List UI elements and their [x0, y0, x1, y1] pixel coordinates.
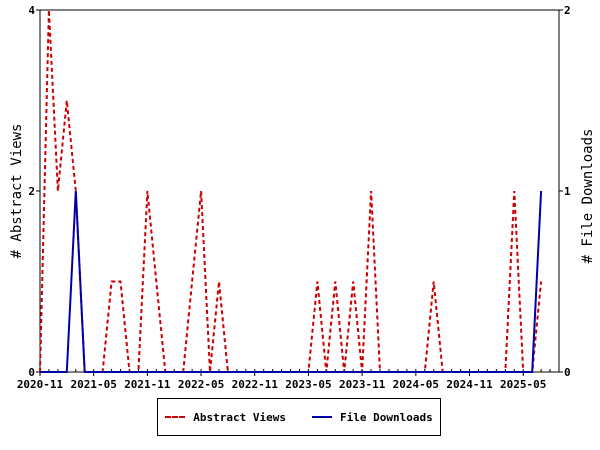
plot-area [39, 9, 560, 373]
series-line-file-downloads [40, 190, 543, 373]
x-tick-label: 2024-11 [446, 378, 493, 391]
right-axis-tick-label: 0 [564, 366, 571, 379]
legend-label-file-downloads: File Downloads [340, 410, 433, 424]
legend-label-abstract-views: Abstract Views [193, 410, 286, 424]
right-axis-tick-label: 1 [564, 185, 571, 198]
x-tick-label: 2025-05 [500, 378, 546, 391]
left-axis-tick-label: 4 [28, 4, 35, 17]
right-axis: 0 1 2 [559, 4, 571, 379]
legend: Abstract Views File Downloads [157, 398, 441, 436]
x-tick-label: 2020-11 [17, 378, 64, 391]
x-tick-label: 2023-05 [285, 378, 331, 391]
x-axis-tick-labels: 2020-11 2021-05 2021-11 2022-05 2022-11 2023-… [17, 378, 547, 391]
left-axis-tick-label: 0 [28, 366, 35, 379]
x-tick-label: 2021-11 [124, 378, 171, 391]
series-layer [39, 9, 543, 373]
x-tick-label: 2022-11 [232, 378, 279, 391]
x-tick-label: 2023-11 [339, 378, 386, 391]
right-axis-title: # File Downloads [580, 129, 596, 264]
left-axis: 0 2 4 [28, 4, 40, 379]
x-tick-label: 2021-05 [71, 378, 117, 391]
left-axis-tick-label: 2 [28, 185, 35, 198]
x-tick-label: 2024-05 [393, 378, 439, 391]
legend-item-abstract-views: Abstract Views [165, 411, 286, 424]
legend-swatch-abstract-views [165, 416, 186, 418]
left-axis-title: # Abstract Views [9, 124, 25, 259]
right-axis-tick-label: 2 [564, 4, 571, 17]
legend-item-file-downloads: File Downloads [312, 411, 433, 424]
x-tick-label: 2022-05 [178, 378, 224, 391]
legend-swatch-file-downloads [312, 416, 332, 418]
